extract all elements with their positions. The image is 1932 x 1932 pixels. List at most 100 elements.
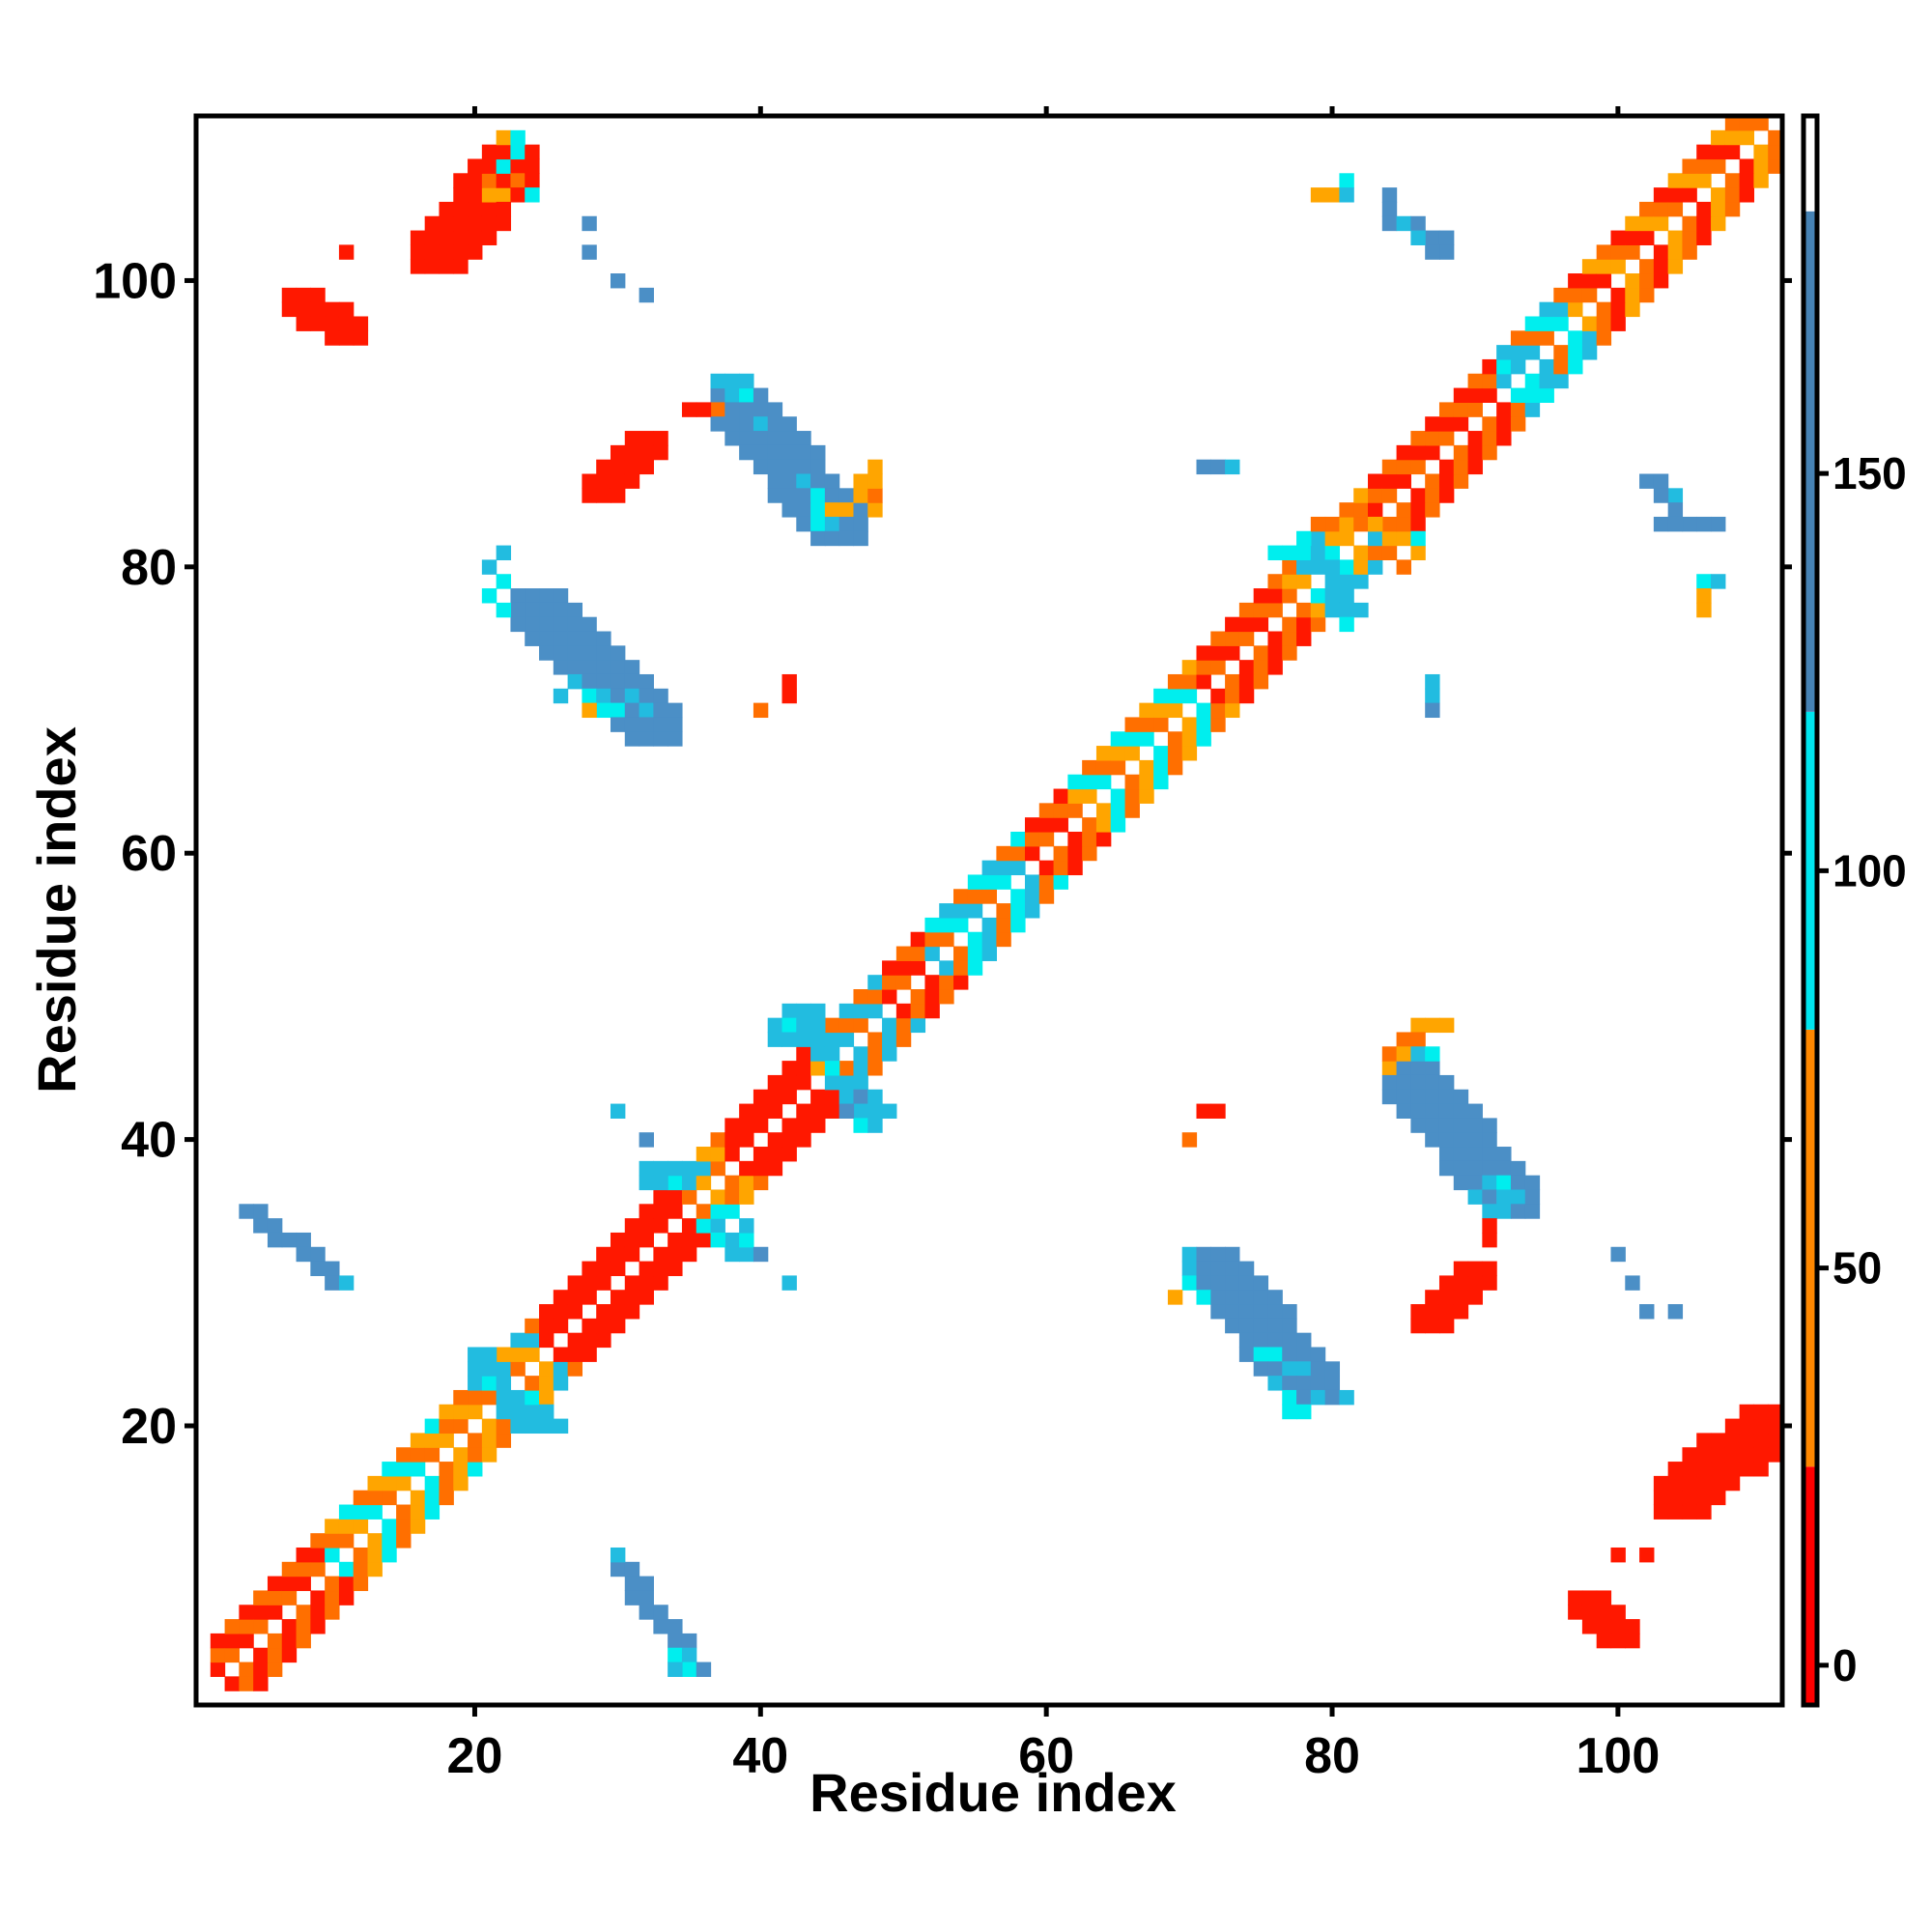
heatmap-cell (681, 1175, 697, 1191)
heatmap-cell (1267, 1304, 1283, 1320)
heatmap-cell (1724, 1462, 1741, 1477)
heatmap-cell (1396, 530, 1411, 547)
heatmap-cell (1425, 1290, 1440, 1305)
heatmap-cell (1267, 1290, 1283, 1305)
heatmap-cell (767, 1032, 783, 1047)
heatmap-cell (1225, 702, 1240, 719)
heatmap-cell (1396, 1074, 1411, 1091)
heatmap-cell (668, 1662, 683, 1677)
heatmap-cell (610, 1246, 626, 1263)
heatmap-cell (1095, 759, 1112, 776)
heatmap-cell (1425, 444, 1440, 461)
heatmap-cell (1196, 673, 1211, 690)
heatmap-cell (582, 688, 597, 704)
heatmap-cell (1653, 201, 1669, 217)
heatmap-cell (1396, 215, 1411, 232)
heatmap-cell (681, 1189, 697, 1205)
heatmap-cell (310, 1533, 326, 1548)
heatmap-cell (1181, 1246, 1198, 1263)
heatmap-cell (1682, 1504, 1697, 1520)
heatmap-cell (496, 602, 512, 618)
heatmap-cell (596, 1304, 611, 1320)
heatmap-cell (1124, 803, 1140, 818)
heatmap-cell (1368, 516, 1383, 532)
heatmap-cell (553, 616, 569, 633)
heatmap-cell (996, 917, 1011, 933)
heatmap-cell (224, 1647, 240, 1663)
heatmap-cell (753, 402, 769, 417)
heatmap-cell (739, 1160, 754, 1177)
heatmap-cell (424, 1475, 440, 1492)
heatmap-cell (624, 444, 640, 461)
heatmap-cell (853, 1103, 868, 1119)
heatmap-cell (1410, 1318, 1426, 1334)
colorbar-tick-label: 150 (1833, 448, 1907, 498)
heatmap-cell (796, 1003, 811, 1019)
heatmap-cell (724, 431, 740, 446)
heatmap-cell (281, 287, 298, 303)
heatmap-cell (1438, 402, 1455, 417)
heatmap-cell (1496, 345, 1512, 360)
heatmap-cell (1768, 1433, 1783, 1448)
heatmap-cell (567, 1275, 582, 1291)
heatmap-cell (1425, 1017, 1440, 1034)
heatmap-cell (1082, 774, 1097, 790)
heatmap-cell (781, 1147, 797, 1162)
heatmap-cell (1024, 903, 1040, 919)
heatmap-cell (1568, 273, 1583, 289)
heatmap-cell (1625, 1275, 1640, 1291)
heatmap-cell (1124, 774, 1140, 790)
heatmap-cell (410, 1433, 426, 1448)
heatmap-cell (781, 444, 797, 461)
heatmap-cell (710, 1204, 725, 1219)
heatmap-cell (539, 602, 554, 618)
heatmap-cell (824, 1089, 840, 1105)
heatmap-cell (424, 259, 440, 274)
heatmap-cell (1410, 1017, 1426, 1034)
heatmap-cell (1324, 559, 1341, 575)
heatmap-cell (582, 1261, 597, 1277)
heatmap-cell (1539, 330, 1554, 346)
heatmap-cell (496, 545, 512, 561)
heatmap-cell (525, 1332, 540, 1349)
heatmap-cell (668, 731, 683, 747)
heatmap-cell (882, 1032, 897, 1047)
heatmap-cell (510, 129, 526, 146)
heatmap-cell (1453, 1290, 1469, 1305)
heatmap-cell (496, 1433, 512, 1448)
heatmap-cell (781, 1032, 797, 1047)
heatmap-cell (824, 1103, 840, 1119)
heatmap-cell (1425, 1089, 1440, 1105)
heatmap-cell (1324, 530, 1341, 547)
heatmap-cell (439, 1404, 454, 1420)
heatmap-cell (1639, 259, 1655, 274)
heatmap-cell (267, 1576, 283, 1592)
heatmap-cell (882, 1046, 897, 1062)
heatmap-cell (853, 473, 868, 489)
heatmap-cell (281, 1590, 298, 1605)
heatmap-cell (1453, 473, 1469, 489)
heatmap-cell (267, 1232, 283, 1248)
heatmap-cell (1296, 1376, 1312, 1391)
heatmap-cell (810, 502, 826, 518)
heatmap-cell (1539, 316, 1554, 331)
heatmap-cell (1653, 244, 1669, 260)
heatmap-cell (1381, 1089, 1398, 1105)
heatmap-cell (281, 1561, 298, 1577)
heatmap-cell (867, 488, 883, 503)
heatmap-cell (1167, 702, 1183, 719)
heatmap-cell (439, 259, 454, 274)
heatmap-cell (453, 215, 469, 232)
heatmap-cell (996, 874, 1011, 890)
heatmap-cell (481, 1376, 497, 1391)
heatmap-cell (1225, 1318, 1240, 1334)
heatmap-cell (1553, 373, 1569, 389)
heatmap-cell (525, 588, 540, 604)
heatmap-cell (1724, 1447, 1741, 1463)
heatmap-cell (710, 1147, 725, 1162)
heatmap-cell (1653, 473, 1669, 489)
heatmap-cell (424, 1433, 440, 1448)
heatmap-cell (1238, 1347, 1255, 1362)
heatmap-cell (439, 230, 454, 245)
heatmap-cell (553, 688, 569, 704)
